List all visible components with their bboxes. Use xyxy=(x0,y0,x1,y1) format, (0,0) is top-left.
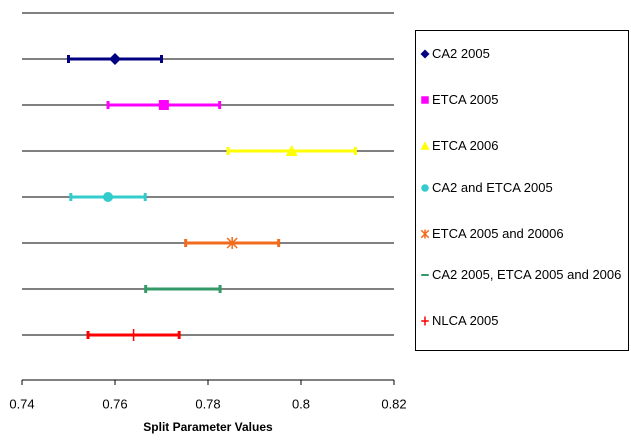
legend-label: ETCA 2006 xyxy=(432,138,499,153)
marker-shape xyxy=(420,49,430,59)
legend-symbol xyxy=(421,316,429,326)
marker-shape xyxy=(420,141,430,150)
legend-label: CA2 and ETCA 2005 xyxy=(432,180,553,195)
legend-symbol xyxy=(421,96,429,104)
legend-symbol xyxy=(420,141,430,150)
x-tick-label: 0.8 xyxy=(292,396,310,411)
legend-label: CA2 2005 xyxy=(432,46,490,61)
x-axis-label: Split Parameter Values xyxy=(143,420,273,434)
legend-label: CA2 2005, ETCA 2005 and 2006 xyxy=(432,267,622,282)
legend-label: ETCA 2005 and 20006 xyxy=(432,226,564,241)
marker-shape xyxy=(158,100,169,110)
marker xyxy=(421,96,429,104)
legend-symbol xyxy=(420,49,430,59)
legend-symbol xyxy=(421,184,429,192)
x-tick-label: 0.74 xyxy=(9,396,34,411)
marker xyxy=(420,49,430,59)
marker-shape xyxy=(226,237,238,249)
marker-shape xyxy=(421,316,429,326)
legend-item: CA2 2005 xyxy=(420,45,625,62)
data-point xyxy=(226,237,238,249)
marker xyxy=(421,316,429,326)
marker-shape xyxy=(103,192,114,202)
legend-item: CA2 and ETCA 2005 xyxy=(420,179,625,196)
x-tick-label: 0.82 xyxy=(381,396,406,411)
legend-label: NLCA 2005 xyxy=(432,313,499,328)
marker-shape xyxy=(421,96,429,104)
plot-area: 0.74 0.76 0.78 0.8 0.82 Split Parameter Value… xyxy=(9,12,407,434)
legend-item: ETCA 2005 xyxy=(420,91,625,108)
legend-item: ETCA 2006 xyxy=(420,137,625,154)
legend: CA2 2005 ETCA 2005 ETCA 2006 CA2 and ETCA 2… xyxy=(415,30,629,351)
marker xyxy=(420,141,430,150)
legend-item: ETCA 2005 and 20006 xyxy=(420,225,625,242)
marker-shape xyxy=(109,53,121,65)
data-point xyxy=(285,145,298,156)
x-tick-label: 0.78 xyxy=(195,396,220,411)
legend-symbol xyxy=(420,229,430,239)
marker xyxy=(421,184,429,192)
legend-item: CA2 2005, ETCA 2005 and 2006 xyxy=(420,266,625,283)
legend-item: NLCA 2005 xyxy=(420,312,625,329)
marker xyxy=(420,229,430,239)
data-point xyxy=(103,192,114,202)
data-point xyxy=(158,100,169,110)
data-point xyxy=(128,329,139,341)
marker-shape xyxy=(420,229,430,239)
marker-shape xyxy=(128,329,139,341)
x-tick-label: 0.76 xyxy=(102,396,127,411)
legend-label: ETCA 2005 xyxy=(432,92,499,107)
marker-shape xyxy=(285,145,298,156)
data-point xyxy=(109,53,121,65)
marker-shape xyxy=(421,184,429,192)
legend-symbol xyxy=(421,274,429,276)
